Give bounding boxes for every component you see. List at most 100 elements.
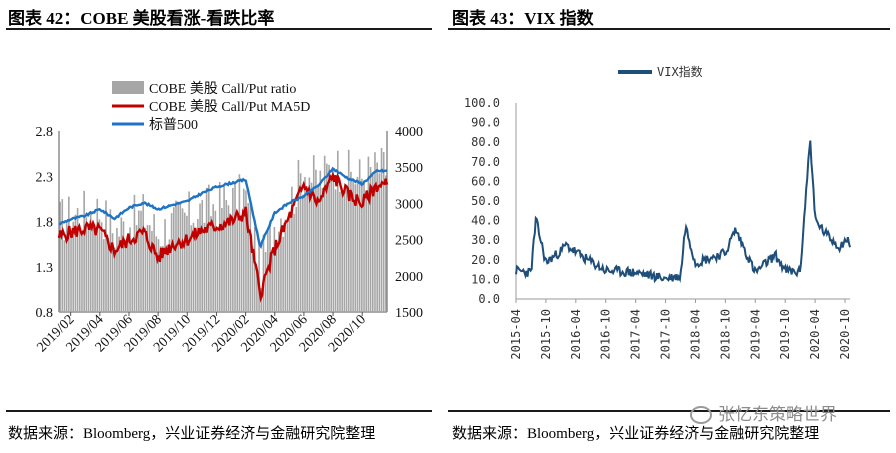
ratio-bar (234, 181, 236, 312)
left-source-rule (6, 410, 432, 412)
ratio-bar (113, 247, 116, 312)
ratio-bar (135, 225, 138, 312)
ratio-bars (59, 148, 387, 312)
y-left-tick-label: 0.8 (36, 306, 54, 321)
ratio-bar (385, 175, 387, 312)
ratio-bar (253, 227, 256, 312)
ratio-bar (140, 210, 142, 312)
ratio-bar (210, 216, 212, 312)
ratio-bar (238, 174, 241, 312)
ratio-bar (116, 227, 118, 312)
ratio-bar (284, 219, 287, 312)
ratio-bar (107, 238, 109, 312)
ratio-bar (122, 221, 125, 312)
vix-y-tick-label: 90.0 (471, 116, 500, 130)
ratio-bar (221, 207, 223, 312)
y-right-tick-label: 2500 (395, 234, 423, 249)
ratio-bar (363, 183, 365, 312)
ratio-bar (365, 196, 368, 312)
ratio-bar (251, 246, 254, 312)
spx-line (58, 166, 388, 250)
ratio-bar (76, 208, 79, 312)
ratio-bar (256, 271, 258, 312)
vix-x-tick-label: 2019-10 (778, 309, 792, 360)
vix-x-tick-label: 2015-04 (509, 309, 523, 360)
ratio-bar (175, 200, 177, 312)
ratio-bar (240, 216, 243, 312)
vix-x-tick-label: 2017-04 (629, 309, 643, 360)
ratio-bar (177, 201, 179, 312)
vix-x-tick-label: 2020-10 (838, 309, 852, 360)
vix-y-tick-label: 30.0 (471, 233, 500, 247)
legend-label: 标普500 (149, 117, 198, 133)
ratio-bar (72, 221, 75, 312)
ratio-bar (109, 209, 112, 312)
ma5d-line (57, 170, 389, 303)
ratio-bar (356, 176, 359, 312)
ratio-bar (245, 190, 247, 312)
ratio-bar (70, 233, 72, 312)
left-chart-title: 图表 42：COBE 美股看涨-看跌比率 (8, 9, 275, 28)
ratio-bar (87, 227, 90, 312)
ratio-bar (361, 178, 363, 312)
ratio-bar (151, 231, 153, 312)
ratio-bar (94, 230, 96, 312)
ratio-bar (258, 238, 260, 312)
ratio-bar (98, 219, 101, 312)
ratio-bar (339, 191, 341, 312)
vix-y-tick-label: 20.0 (471, 253, 500, 267)
ratio-bar (229, 221, 232, 312)
ratio-bar (138, 210, 140, 312)
ratio-bar (188, 191, 190, 312)
ratio-bar (334, 189, 337, 312)
ratio-bar (120, 217, 123, 312)
ratio-bar (207, 184, 210, 312)
vix-y-tick-label: 80.0 (471, 135, 500, 149)
ratio-bar (299, 173, 302, 312)
vix-y-tick-label: 0.0 (478, 292, 500, 306)
ratio-bar (264, 252, 267, 312)
ratio-bar (225, 200, 228, 312)
ratio-bar (68, 196, 70, 312)
ratio-bar (181, 208, 184, 312)
vix-legend-label: VIX指数 (657, 64, 703, 79)
ratio-bar (148, 225, 151, 312)
ratio-bar (201, 200, 204, 312)
ratio-bar (271, 251, 273, 312)
y-left-tick-label: 2.8 (36, 125, 54, 140)
legend-label: COBE 美股 Call/Put ratio (149, 81, 296, 97)
ratio-bar (129, 227, 131, 312)
ratio-bar (103, 239, 105, 312)
ratio-bar (328, 164, 330, 312)
ratio-bar (133, 194, 136, 312)
ratio-bar (337, 150, 339, 312)
ratio-bar (288, 216, 291, 312)
ratio-bar (144, 227, 147, 312)
ratio-bar (249, 203, 252, 312)
ratio-bar (382, 152, 385, 312)
ratio-bar (380, 148, 383, 312)
ratio-bar (159, 246, 162, 312)
ratio-bar (378, 173, 381, 312)
ratio-bar (350, 171, 352, 312)
ratio-bar (315, 169, 317, 312)
ratio-bar (157, 239, 160, 312)
left-source-note: 数据来源：Bloomberg，兴业证券经济与金融研究院整理 (8, 426, 376, 442)
ratio-bar (358, 159, 361, 312)
ratio-bar (232, 187, 234, 312)
ratio-bar (247, 203, 249, 312)
vix-x-tick-label: 2020-04 (808, 309, 822, 360)
ratio-bar (197, 219, 199, 312)
right-source-note: 数据来源：Bloomberg，兴业证券经济与金融研究院整理 (452, 426, 820, 442)
ratio-bar (345, 184, 348, 312)
ratio-bar (308, 177, 311, 312)
ratio-bar (310, 182, 313, 312)
ratio-bar (218, 182, 221, 312)
ratio-bar (330, 180, 333, 312)
ratio-bar (282, 236, 284, 312)
ratio-bar (85, 217, 88, 312)
ratio-bar (262, 234, 265, 312)
ratio-bar (369, 167, 372, 312)
ratio-bar (293, 213, 295, 312)
left-title-rule (6, 28, 432, 30)
